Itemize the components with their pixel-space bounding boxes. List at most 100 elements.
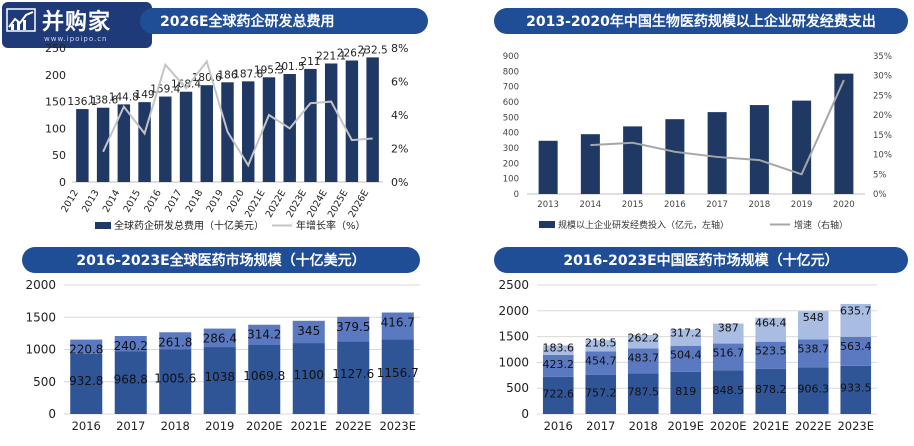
y-tick-label: 200 <box>503 159 519 169</box>
x-tick-label: 2018 <box>749 200 771 210</box>
bar <box>665 119 685 194</box>
data-label: 218.5 <box>585 336 617 349</box>
bar <box>304 68 317 182</box>
data-label: 1069.8 <box>243 369 285 383</box>
watermark-url: www.ipoipo.cn <box>44 35 108 43</box>
data-label: 1127.6 <box>332 367 374 381</box>
chart-logo-icon <box>6 8 36 32</box>
data-label: 1156.7 <box>377 366 419 380</box>
y2-tick-label: 25% <box>873 91 892 101</box>
bar-segment <box>585 374 617 414</box>
data-label: 195.3 <box>254 64 284 76</box>
bar-segment <box>840 365 872 414</box>
y-tick-label: 400 <box>503 129 519 139</box>
y-tick-label: 50 <box>52 149 66 162</box>
data-label: 416.7 <box>381 316 415 330</box>
x-tick-label: 2019E <box>667 419 704 433</box>
legend-swatch-bar <box>539 221 555 228</box>
data-label: 240.2 <box>114 339 148 353</box>
bar-segment <box>248 324 281 345</box>
data-label: 423.2 <box>543 358 575 371</box>
watermark: 并购家 www.ipoipo.cn <box>2 2 152 48</box>
bar <box>580 134 600 194</box>
bar-segment <box>797 339 829 368</box>
bar <box>834 73 854 194</box>
y2-tick-label: 30% <box>873 72 892 82</box>
bar-segment <box>797 367 829 414</box>
bar-segment <box>159 349 192 414</box>
bar-segment <box>755 341 787 369</box>
y2-tick-label: 6% <box>391 76 408 89</box>
bar-segment <box>70 353 103 414</box>
bar <box>117 104 131 182</box>
x-tick-label: 2020E <box>710 419 747 433</box>
data-label: 968.8 <box>114 373 148 387</box>
title-china-market: 2016-2023E中国医药市场规模（十亿元） <box>494 247 908 273</box>
bar-segment <box>159 332 192 350</box>
bar <box>538 140 558 194</box>
x-tick-label: 2018 <box>161 419 190 433</box>
x-tick-label: 2016 <box>142 188 164 214</box>
x-tick-label: 2023E <box>837 419 874 433</box>
y2-tick-label: 4% <box>391 109 408 122</box>
x-tick-label: 2019 <box>205 419 234 433</box>
x-tick-label: 2015 <box>622 200 644 210</box>
bar <box>707 112 727 194</box>
data-label: 504.4 <box>670 349 702 362</box>
legend-label: 增速（右轴） <box>794 219 848 231</box>
bar <box>749 105 769 194</box>
bar <box>262 77 276 182</box>
y-tick-label: 0 <box>48 407 56 421</box>
bar-segment <box>292 343 325 414</box>
y-tick-label: 2000 <box>25 278 56 292</box>
bar-segment <box>712 370 744 414</box>
y2-tick-label: 20% <box>873 111 892 121</box>
data-label: 635.7 <box>840 305 872 318</box>
y-tick-label: 900 <box>503 52 519 62</box>
bar-segment <box>203 328 236 348</box>
data-label: 379.5 <box>336 320 370 334</box>
data-label: 387 <box>718 322 739 335</box>
data-label: 1038 <box>204 370 235 384</box>
data-label: 186 <box>217 69 237 81</box>
y-tick-label: 0 <box>521 407 529 421</box>
y-tick-label: 300 <box>503 144 519 154</box>
y-tick-label: 100 <box>503 175 519 185</box>
data-label: 232.5 <box>358 44 388 56</box>
x-tick-label: 2017 <box>706 200 728 210</box>
bar <box>76 109 89 182</box>
data-label: 523.5 <box>755 345 787 358</box>
x-tick-label: 2020 <box>833 200 855 210</box>
data-label: 183.6 <box>543 341 575 354</box>
x-tick-label: 2020E <box>246 419 283 433</box>
title-global-rnd: 2026E全球药企研发总费用 <box>140 8 428 34</box>
bar-segment <box>381 339 414 414</box>
x-tick-label: 2022E <box>795 419 832 433</box>
data-label: 1005.6 <box>154 371 196 385</box>
x-tick-label: 2021E <box>290 419 327 433</box>
chart-china-market: 0 500 1000 1500 2000 2500 722.6 423.2 183.6 2016 7… <box>498 278 877 433</box>
title-china-bio-rnd: 2013-2020年中国生物医药规模以上企业研发经费支出 <box>494 8 908 34</box>
y-tick-label: 1500 <box>498 330 529 344</box>
data-label: 138.6 <box>88 95 118 107</box>
y-tick-label: 1000 <box>25 343 56 357</box>
data-label: 464.4 <box>755 317 787 330</box>
bar <box>345 60 359 182</box>
bar <box>159 96 172 182</box>
bar-segment <box>337 316 370 342</box>
y-tick-label: 700 <box>503 83 519 93</box>
bar-segment <box>585 351 617 375</box>
x-tick-label: 2018 <box>629 419 658 433</box>
bar-segment <box>797 311 829 340</box>
x-tick-label: 2014 <box>101 188 123 214</box>
bar <box>366 57 379 182</box>
bar-segment <box>712 323 744 344</box>
y-tick-label: 150 <box>45 96 66 109</box>
x-tick-label: 2013 <box>80 188 102 214</box>
x-tick-label: 2021E <box>752 419 789 433</box>
bar-segment <box>248 344 281 414</box>
bar-segment <box>755 368 787 414</box>
y-tick-label: 1500 <box>25 310 56 324</box>
x-tick-label: 2023E <box>379 419 416 433</box>
data-label: 286.4 <box>203 332 237 346</box>
